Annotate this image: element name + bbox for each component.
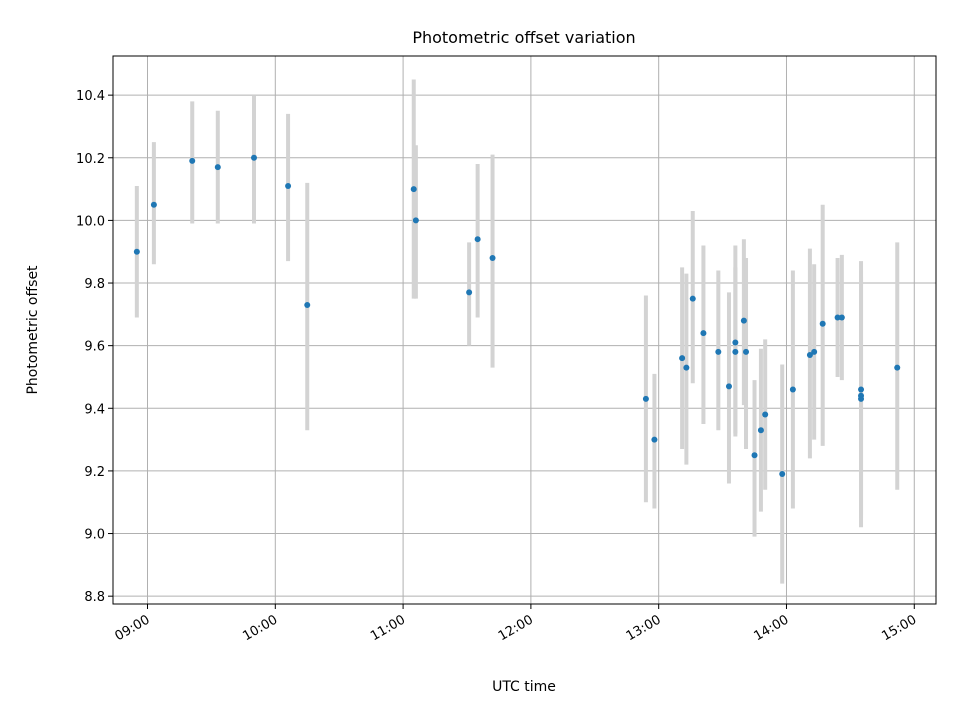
data-point <box>894 364 901 371</box>
data-point <box>285 182 292 189</box>
data-point <box>858 386 865 393</box>
data-point <box>740 317 747 324</box>
data-point <box>732 348 739 355</box>
y-tick-label: 9.8 <box>84 277 105 292</box>
y-tick-label: 10.0 <box>76 214 105 229</box>
y-tick-label: 10.2 <box>76 152 105 167</box>
data-point <box>133 248 140 255</box>
data-point <box>683 364 690 371</box>
data-point <box>251 154 258 161</box>
y-tick-label: 9.2 <box>84 465 105 480</box>
data-point <box>757 427 764 434</box>
data-point <box>811 348 818 355</box>
data-point <box>304 301 311 308</box>
data-point <box>732 339 739 346</box>
chart-title: Photometric offset variation <box>412 28 635 47</box>
data-point <box>689 295 696 302</box>
data-point <box>214 164 221 171</box>
data-point <box>762 411 769 418</box>
data-points <box>133 154 901 478</box>
data-point <box>489 254 496 261</box>
data-point <box>858 395 865 402</box>
data-point <box>189 157 196 164</box>
data-point <box>789 386 796 393</box>
plot-frame <box>112 55 937 605</box>
y-tick-label: 9.4 <box>84 402 105 417</box>
y-tick-label: 8.8 <box>84 590 105 605</box>
data-point <box>474 236 481 243</box>
data-point <box>819 320 826 327</box>
y-tick-label: 10.4 <box>76 89 105 104</box>
data-point <box>743 348 750 355</box>
data-point <box>700 330 707 337</box>
data-point <box>834 314 841 321</box>
data-point <box>779 471 786 478</box>
data-point <box>838 314 845 321</box>
data-point <box>412 217 419 224</box>
y-tick-label: 9.6 <box>84 340 105 355</box>
gridlines <box>113 56 936 604</box>
data-point <box>150 201 157 208</box>
x-axis-label: UTC time <box>492 679 556 695</box>
data-point <box>806 352 813 359</box>
data-point <box>715 348 722 355</box>
data-point <box>651 436 658 443</box>
y-tick-label: 9.0 <box>84 528 105 543</box>
y-axis: 8.8 9.0 9.2 9.4 9.6 9.8 10.0 10.2 10.4 <box>76 89 113 605</box>
data-point <box>642 395 649 402</box>
data-point <box>410 186 417 193</box>
data-point <box>751 452 758 459</box>
data-point <box>725 383 732 390</box>
y-axis-label: Photometric offset <box>25 265 41 395</box>
data-point <box>679 355 686 362</box>
data-point <box>466 289 473 296</box>
